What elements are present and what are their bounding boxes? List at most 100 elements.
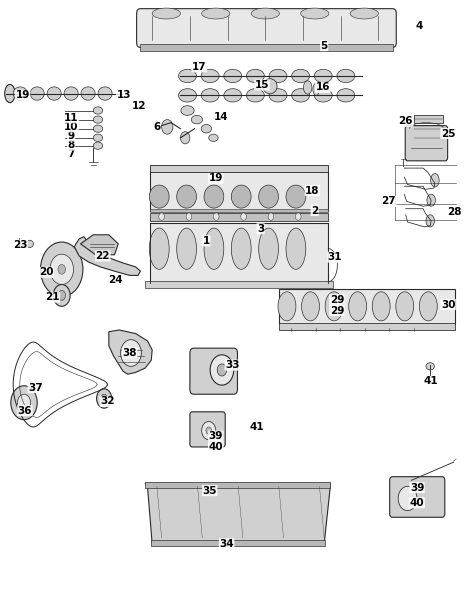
Ellipse shape xyxy=(26,240,34,247)
Ellipse shape xyxy=(231,228,251,269)
Polygon shape xyxy=(81,235,118,255)
Ellipse shape xyxy=(337,89,355,102)
Ellipse shape xyxy=(301,292,319,321)
Text: 36: 36 xyxy=(18,406,32,415)
FancyBboxPatch shape xyxy=(150,209,328,213)
FancyBboxPatch shape xyxy=(414,125,443,132)
Text: 34: 34 xyxy=(219,539,234,549)
Circle shape xyxy=(206,427,211,434)
FancyBboxPatch shape xyxy=(390,477,445,517)
Text: 41: 41 xyxy=(249,422,264,432)
Text: 37: 37 xyxy=(28,382,43,393)
Circle shape xyxy=(18,394,31,411)
Circle shape xyxy=(181,132,190,144)
FancyBboxPatch shape xyxy=(405,125,447,161)
Text: 6: 6 xyxy=(153,122,161,132)
Text: 35: 35 xyxy=(202,485,217,496)
Circle shape xyxy=(58,264,65,274)
Ellipse shape xyxy=(191,115,202,124)
Ellipse shape xyxy=(303,81,312,94)
Ellipse shape xyxy=(246,69,264,83)
Ellipse shape xyxy=(426,215,435,227)
Ellipse shape xyxy=(286,185,306,208)
Ellipse shape xyxy=(152,8,181,19)
Ellipse shape xyxy=(224,69,242,83)
Ellipse shape xyxy=(81,87,95,100)
Ellipse shape xyxy=(201,89,219,102)
Circle shape xyxy=(162,119,173,134)
Ellipse shape xyxy=(224,89,242,102)
Ellipse shape xyxy=(201,8,230,19)
FancyBboxPatch shape xyxy=(150,213,328,221)
Ellipse shape xyxy=(427,194,436,206)
Ellipse shape xyxy=(30,87,44,100)
Circle shape xyxy=(58,290,65,300)
Text: 10: 10 xyxy=(64,122,78,132)
FancyBboxPatch shape xyxy=(150,165,328,172)
Text: 24: 24 xyxy=(109,275,123,285)
Text: 13: 13 xyxy=(117,90,131,100)
Circle shape xyxy=(97,389,112,408)
Ellipse shape xyxy=(426,363,435,370)
Text: 39: 39 xyxy=(209,431,223,441)
Text: 29: 29 xyxy=(330,295,344,304)
FancyBboxPatch shape xyxy=(140,44,392,51)
Polygon shape xyxy=(145,484,330,544)
Ellipse shape xyxy=(325,292,343,321)
Circle shape xyxy=(159,213,164,220)
Text: 5: 5 xyxy=(320,41,328,51)
Ellipse shape xyxy=(278,292,296,321)
Text: 28: 28 xyxy=(447,207,462,217)
Ellipse shape xyxy=(372,292,390,321)
Ellipse shape xyxy=(337,69,355,83)
Circle shape xyxy=(201,421,216,440)
Polygon shape xyxy=(74,237,140,275)
Text: 39: 39 xyxy=(410,482,424,493)
Circle shape xyxy=(268,213,274,220)
Text: 38: 38 xyxy=(122,348,137,358)
Text: 29: 29 xyxy=(330,306,344,315)
Ellipse shape xyxy=(149,228,169,269)
Text: 40: 40 xyxy=(209,442,223,452)
Ellipse shape xyxy=(149,185,169,208)
Text: 17: 17 xyxy=(192,62,207,72)
Text: 22: 22 xyxy=(95,251,110,261)
Ellipse shape xyxy=(231,185,251,208)
Ellipse shape xyxy=(179,69,197,83)
Circle shape xyxy=(120,340,141,367)
Ellipse shape xyxy=(292,89,310,102)
Text: 21: 21 xyxy=(45,292,60,302)
Ellipse shape xyxy=(98,87,112,100)
Ellipse shape xyxy=(93,142,103,149)
Ellipse shape xyxy=(64,87,78,100)
Circle shape xyxy=(40,242,83,297)
Ellipse shape xyxy=(181,105,194,115)
Ellipse shape xyxy=(301,8,329,19)
Text: 19: 19 xyxy=(16,90,30,100)
Circle shape xyxy=(50,254,73,284)
Text: 30: 30 xyxy=(441,300,456,309)
Text: 4: 4 xyxy=(415,21,423,30)
Ellipse shape xyxy=(246,89,264,102)
Text: 40: 40 xyxy=(410,498,424,508)
Text: 15: 15 xyxy=(255,80,269,90)
Ellipse shape xyxy=(93,116,103,123)
Ellipse shape xyxy=(251,8,279,19)
FancyBboxPatch shape xyxy=(414,135,443,142)
Ellipse shape xyxy=(350,8,378,19)
Ellipse shape xyxy=(5,85,15,103)
Text: 31: 31 xyxy=(328,252,342,262)
Ellipse shape xyxy=(201,124,211,133)
Text: 41: 41 xyxy=(424,376,438,387)
Text: 19: 19 xyxy=(209,174,223,183)
Ellipse shape xyxy=(47,87,61,100)
FancyBboxPatch shape xyxy=(145,281,333,287)
FancyBboxPatch shape xyxy=(151,540,325,546)
Ellipse shape xyxy=(179,89,197,102)
FancyBboxPatch shape xyxy=(190,412,225,447)
Circle shape xyxy=(295,213,301,220)
Ellipse shape xyxy=(286,228,306,269)
Ellipse shape xyxy=(263,79,277,94)
Ellipse shape xyxy=(259,185,278,208)
Text: 8: 8 xyxy=(67,140,75,150)
